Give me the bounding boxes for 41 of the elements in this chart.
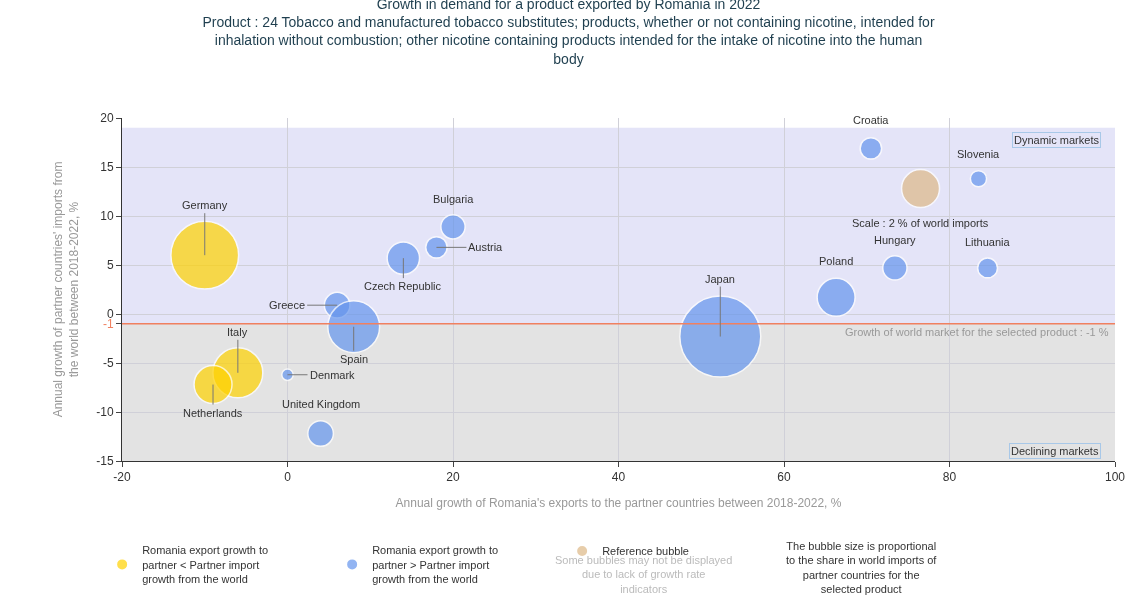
band-label: Dynamic markets [1014, 134, 1100, 146]
y-tick-label: 15 [100, 160, 114, 175]
annotation: Lithuania [965, 236, 1011, 248]
text: The bubble size is proportional to the share in world imports of partner countries for the selected product [786, 540, 938, 595]
x-tick-label: 100 [1104, 470, 1126, 485]
annotation: Denmark [310, 369, 356, 381]
y-tick-label: -5 [102, 356, 114, 371]
annotation: Netherlands [183, 407, 243, 419]
x-tick-label: 60 [777, 470, 791, 485]
band-label: Declining markets [1011, 445, 1099, 457]
chart-subtitle: Product : 24 Tobacco and manufactured tobacco substitutes; products, whether or not containing nicotine, intended for inhalation without combustion; other nicotine containing products intended for the intake of nicotine into the human body [202, 14, 935, 67]
y-tick-label: -10 [96, 405, 114, 420]
annotation: Italy [227, 326, 248, 338]
annotation: Greece [269, 299, 306, 311]
x-tick-label: 40 [611, 470, 626, 485]
x-tick-label: 80 [942, 470, 957, 485]
annotation: Poland [819, 255, 854, 267]
annotation: Austria [468, 241, 504, 253]
y-tick-label: 5 [106, 258, 114, 273]
annotation: Germany [182, 199, 228, 211]
legend-label: Romania export growth to partner > Partner import growth from the world [372, 544, 499, 585]
x-axis-title: Annual growth of Romania's exports to the partner countries between 2018-2022, % [395, 496, 842, 511]
legend-label: Romania export growth to partner < Partner import growth from the world [142, 544, 269, 585]
y-tick-label: 20 [100, 111, 114, 126]
annotation: Hungary [874, 234, 917, 246]
x-tick-label: 0 [284, 470, 292, 485]
annotation: United Kingdom [282, 398, 361, 410]
ref-line-label: Growth of world market for the selected product : -1 % [845, 326, 1109, 338]
annotation: Slovenia [957, 148, 1001, 160]
x-tick-label: -20 [113, 470, 131, 485]
y-tick-label: 10 [100, 209, 114, 224]
annotation: Scale : 2 % of world imports [852, 217, 989, 229]
annotation: Japan [705, 273, 735, 285]
annotation: Croatia [853, 114, 890, 126]
y-tick-label: -15 [96, 454, 114, 469]
x-tick-label: 20 [446, 470, 460, 485]
annotation: Bulgaria [433, 193, 475, 205]
annotation: Czech Republic [364, 280, 442, 292]
y-tick-label: -1 [102, 317, 114, 331]
annotation: Spain [340, 353, 369, 365]
y-axis-title: Annual growth of partner countries' imports from the world between 2018-2022, % [50, 161, 81, 418]
